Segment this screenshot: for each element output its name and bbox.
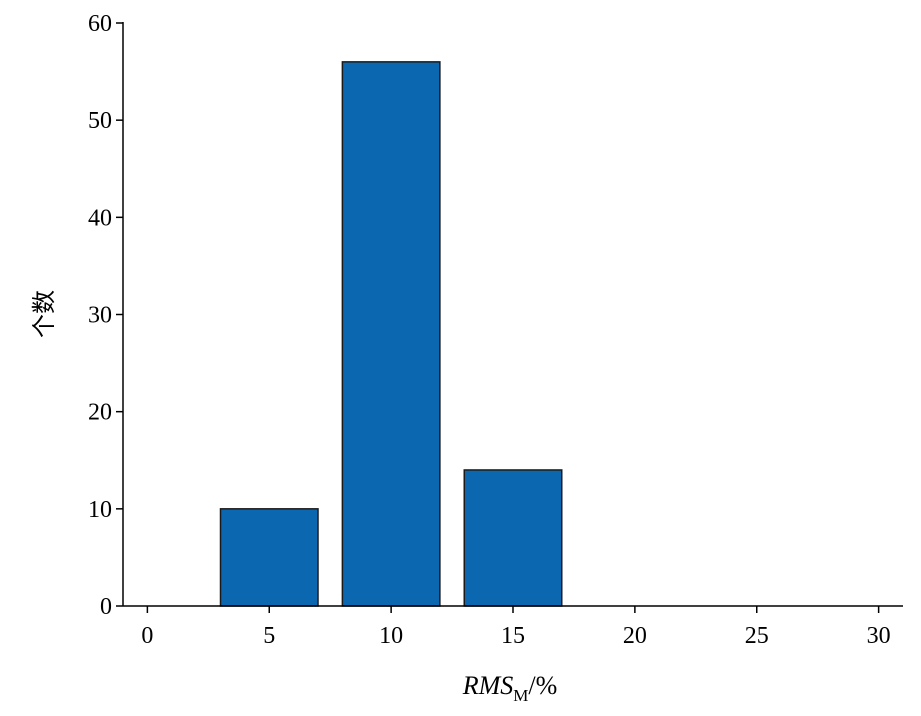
- bar-x-10: [341, 61, 441, 607]
- y-tick-label: 40: [88, 205, 112, 231]
- bars-group: [219, 61, 563, 607]
- y-tick-label: 60: [88, 11, 112, 37]
- y-tick-label: 20: [88, 400, 112, 426]
- y-tick-label: 0: [100, 594, 112, 620]
- x-tick-label: 5: [263, 623, 275, 649]
- x-tick-label: 0: [141, 623, 153, 649]
- y-axis-label: 个数: [30, 290, 58, 338]
- x-tick-label: 10: [379, 623, 403, 649]
- x-ticks-group: 0 5 10 15 20 25 30: [141, 606, 891, 649]
- bar-x-5: [219, 508, 319, 607]
- x-tick-label: 30: [867, 623, 891, 649]
- x-tick-label: 20: [623, 623, 647, 649]
- x-tick-label: 15: [501, 623, 525, 649]
- x-axis-label-subscript: M: [513, 686, 528, 705]
- x-tick-label: 25: [745, 623, 769, 649]
- x-axis-label-unit: /%: [528, 671, 557, 700]
- x-axis-label-main: RMS: [462, 671, 514, 700]
- x-axis-label: RMSM/%: [462, 671, 558, 705]
- bar-x-15: [463, 469, 563, 607]
- y-ticks-group: 0 10 20 30 40 50 60: [88, 11, 123, 620]
- y-tick-label: 10: [88, 497, 112, 523]
- y-tick-label: 30: [88, 303, 112, 329]
- y-tick-label: 50: [88, 108, 112, 134]
